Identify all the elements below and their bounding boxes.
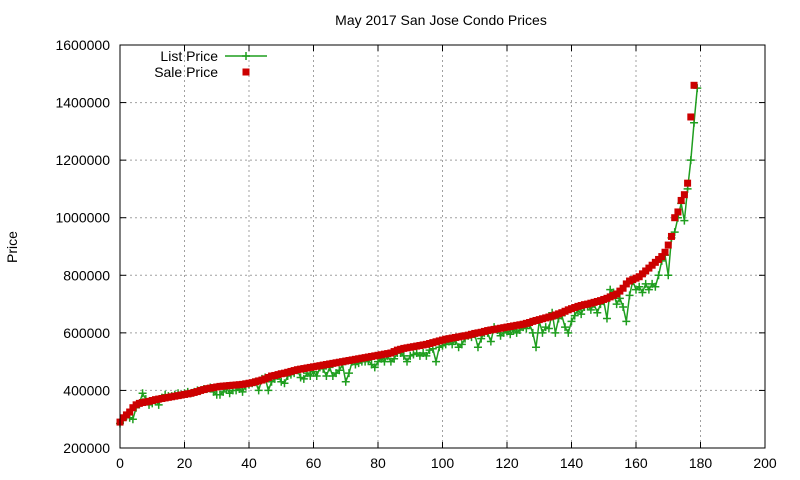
y-tick-label: 400000 xyxy=(63,382,110,398)
y-tick-label: 200000 xyxy=(63,440,110,456)
list-price-point xyxy=(593,308,602,317)
list-price-point xyxy=(567,317,576,326)
list-price-point xyxy=(457,340,466,349)
x-tick-label: 100 xyxy=(431,455,455,471)
list-price-point xyxy=(138,389,147,398)
list-price-point xyxy=(335,366,344,375)
sale-price-point xyxy=(680,191,688,199)
y-tick-label: 1000000 xyxy=(55,210,110,226)
sale-price-point xyxy=(687,113,695,121)
list-price-point xyxy=(370,363,379,372)
list-price-point xyxy=(654,271,663,280)
list-price-point xyxy=(680,216,689,225)
list-price-point xyxy=(561,323,570,332)
list-price-point xyxy=(473,343,482,352)
x-tick-label: 140 xyxy=(560,455,584,471)
sale-price-point xyxy=(619,284,627,292)
list-price-point xyxy=(403,357,412,366)
list-price-point xyxy=(280,379,289,388)
y-axis-label: Price xyxy=(4,231,20,263)
list-price-point xyxy=(619,302,628,311)
chart-title: May 2017 San Jose Condo Prices xyxy=(335,12,547,28)
list-price-point xyxy=(602,314,611,323)
sale-price-point xyxy=(667,232,675,240)
legend-marker-list-price xyxy=(242,52,250,60)
x-tick-label: 200 xyxy=(753,455,777,471)
list-price-point xyxy=(612,300,621,309)
list-price-point xyxy=(538,328,547,337)
sale-price-point xyxy=(658,253,666,261)
list-price-point xyxy=(638,288,647,297)
list-price-point xyxy=(664,271,673,280)
list-price-point xyxy=(551,328,560,337)
list-price-point xyxy=(635,282,644,291)
x-tick-label: 80 xyxy=(370,455,386,471)
x-tick-label: 60 xyxy=(306,455,322,471)
list-price-point xyxy=(344,369,353,378)
legend-label-sale-price: Sale Price xyxy=(154,64,218,80)
list-price-point xyxy=(644,285,653,294)
legend-swatch-sale-price xyxy=(242,68,250,76)
x-tick-label: 180 xyxy=(689,455,713,471)
axis-ticks: 0 20 40 60 80 100 120 140 160 180 200 200000 400000 6… xyxy=(55,37,776,471)
list-price-point xyxy=(532,343,541,352)
x-tick-label: 120 xyxy=(495,455,519,471)
y-tick-label: 800000 xyxy=(63,267,110,283)
list-price-point xyxy=(422,351,431,360)
list-price-point xyxy=(341,377,350,386)
sale-price-point xyxy=(690,81,698,89)
sale-price-point xyxy=(664,241,672,249)
list-price-point xyxy=(622,317,631,326)
sale-price-point xyxy=(677,196,685,204)
list-price-point xyxy=(625,291,634,300)
y-tick-label: 1400000 xyxy=(55,95,110,111)
list-price-point xyxy=(506,330,515,339)
list-price-point xyxy=(544,324,553,333)
x-tick-label: 20 xyxy=(177,455,193,471)
list-price-point xyxy=(570,311,579,320)
sale-price-point xyxy=(661,248,669,256)
x-tick-label: 0 xyxy=(116,455,124,471)
y-tick-label: 1200000 xyxy=(55,152,110,168)
list-price-point xyxy=(254,386,263,395)
x-tick-label: 160 xyxy=(624,455,648,471)
list-price-point xyxy=(128,415,137,424)
list-price-point xyxy=(299,374,308,383)
list-price-point xyxy=(312,372,321,381)
x-tick-label: 40 xyxy=(241,455,257,471)
series-layer xyxy=(116,81,702,428)
sale-price-point xyxy=(671,214,679,222)
y-tick-label: 600000 xyxy=(63,325,110,341)
list-price-point xyxy=(486,337,495,346)
legend-label-list-price: List Price xyxy=(160,48,218,64)
sale-price-point xyxy=(674,208,682,216)
list-price-point xyxy=(264,386,273,395)
sale-price-point xyxy=(684,179,692,187)
sale-price-point xyxy=(126,408,134,416)
list-price-point xyxy=(432,357,441,366)
list-price-point xyxy=(238,387,247,396)
list-price-point xyxy=(564,328,573,337)
y-tick-label: 1600000 xyxy=(55,37,110,53)
list-price-line xyxy=(119,88,699,424)
list-price-point xyxy=(577,310,586,319)
list-price-point xyxy=(651,282,660,291)
plot-frame xyxy=(119,44,766,449)
list-price-point xyxy=(686,156,695,165)
list-price-point xyxy=(528,328,537,337)
